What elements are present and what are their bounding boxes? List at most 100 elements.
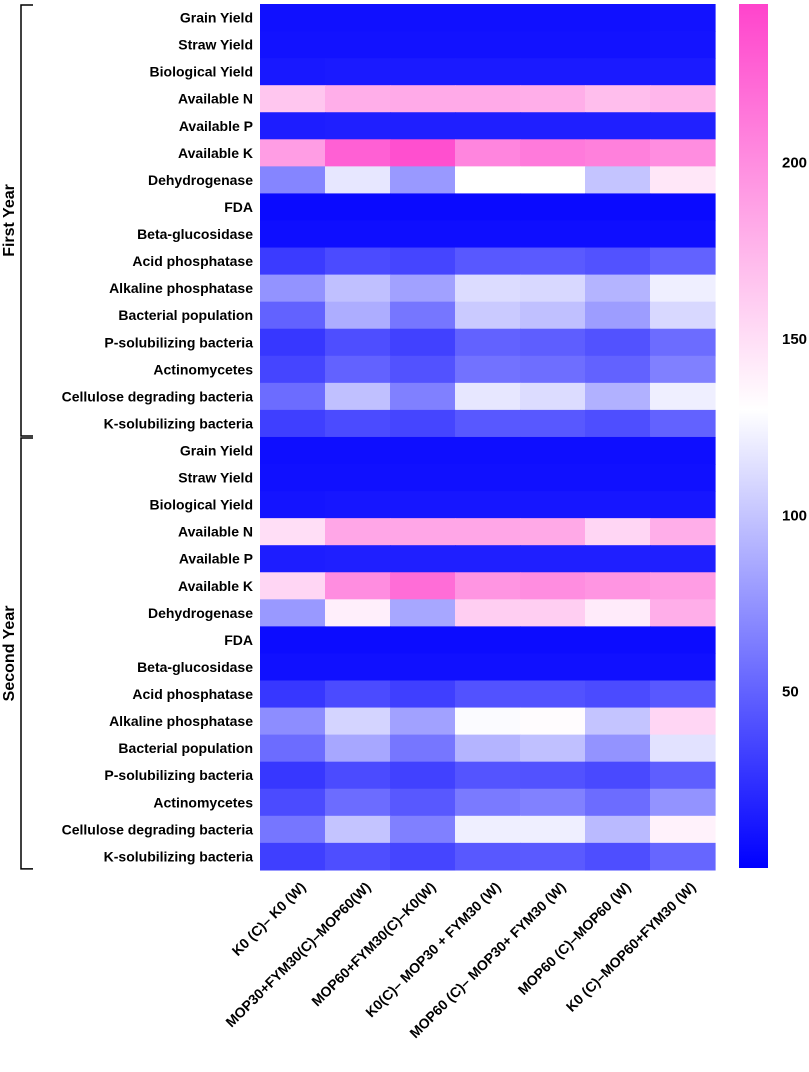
colorbar-tick-label: 200 bbox=[782, 155, 807, 172]
heatmap-cell bbox=[585, 247, 651, 276]
heatmap-cell bbox=[650, 58, 716, 86]
heatmap-cell bbox=[650, 409, 716, 438]
heatmap-cell bbox=[520, 626, 586, 655]
heatmap-cell bbox=[390, 626, 456, 655]
heatmap-cell bbox=[390, 85, 456, 113]
heatmap-cell bbox=[325, 301, 391, 330]
heatmap-cell bbox=[585, 436, 651, 465]
heatmap-cell bbox=[455, 464, 521, 492]
heatmap-cell bbox=[325, 545, 391, 573]
heatmap-cell bbox=[390, 220, 456, 249]
heatmap-cell bbox=[520, 436, 586, 465]
heatmap-cell bbox=[260, 842, 326, 871]
heatmap-cell bbox=[260, 436, 326, 465]
heatmap-cell bbox=[650, 166, 716, 195]
heatmap-cell bbox=[585, 193, 651, 222]
group-label: First Year bbox=[1, 184, 18, 257]
heatmap-cell bbox=[585, 653, 651, 682]
heatmap-cell bbox=[520, 409, 586, 438]
heatmap-cell bbox=[585, 355, 651, 384]
heatmap-cell bbox=[520, 707, 586, 736]
heatmap-cell bbox=[455, 518, 521, 546]
heatmap-cell bbox=[260, 815, 326, 844]
heatmap-cell bbox=[650, 85, 716, 113]
heatmap-cell bbox=[325, 464, 391, 492]
row-label: Beta-glucosidase bbox=[137, 659, 253, 675]
heatmap-cell bbox=[260, 220, 326, 249]
heatmap-cell bbox=[650, 815, 716, 844]
heatmap-cell bbox=[520, 788, 586, 817]
row-label: Cellulose degrading bacteria bbox=[62, 388, 254, 404]
heatmap-cell bbox=[650, 626, 716, 655]
heatmap-cell bbox=[260, 193, 326, 222]
heatmap-cell bbox=[390, 491, 456, 519]
heatmap-cell bbox=[650, 680, 716, 709]
heatmap-cell bbox=[455, 491, 521, 519]
heatmap-cell bbox=[260, 734, 326, 763]
heatmap-cell bbox=[520, 166, 586, 195]
heatmap-cell bbox=[390, 382, 456, 411]
heatmap-cell bbox=[390, 518, 456, 546]
heatmap-cell bbox=[260, 680, 326, 709]
heatmap-cell bbox=[650, 464, 716, 492]
heatmap-cell bbox=[650, 193, 716, 222]
heatmap-cell bbox=[260, 166, 326, 195]
row-label: P-solubilizing bacteria bbox=[104, 334, 253, 350]
heatmap-cell bbox=[390, 139, 456, 167]
heatmap-cell bbox=[390, 734, 456, 763]
heatmap-cell bbox=[520, 680, 586, 709]
heatmap-cell bbox=[520, 761, 586, 790]
heatmap-cell bbox=[455, 788, 521, 817]
row-label: Alkaline phosphatase bbox=[109, 280, 253, 296]
heatmap-cell bbox=[585, 680, 651, 709]
row-label: Actinomycetes bbox=[153, 361, 253, 377]
heatmap-cell bbox=[260, 139, 326, 167]
heatmap-cell bbox=[260, 382, 326, 411]
heatmap-cell bbox=[520, 382, 586, 411]
heatmap-cell bbox=[520, 328, 586, 357]
heatmap-cell bbox=[260, 58, 326, 86]
heatmap-cell bbox=[455, 409, 521, 438]
heatmap-cell bbox=[455, 328, 521, 357]
row-label: Available N bbox=[178, 524, 253, 540]
heatmap-cell bbox=[650, 247, 716, 276]
heatmap-cell bbox=[390, 274, 456, 303]
heatmap-cell bbox=[390, 464, 456, 492]
heatmap-cell bbox=[260, 518, 326, 546]
heatmap-cell bbox=[520, 193, 586, 222]
heatmap-cell bbox=[260, 572, 326, 600]
heatmap-cell bbox=[650, 545, 716, 573]
row-label: Available P bbox=[179, 118, 253, 134]
column-label: MOP60 (C)–MOP60 (W) bbox=[514, 879, 633, 998]
heatmap-cell bbox=[650, 112, 716, 140]
row-label: Available K bbox=[178, 578, 253, 594]
heatmap-cell bbox=[325, 707, 391, 736]
row-label: Grain Yield bbox=[180, 10, 253, 26]
column-label: K0(C)– MOP30 + FYM30 (W) bbox=[362, 879, 503, 1020]
row-label: P-solubilizing bacteria bbox=[104, 767, 253, 783]
heatmap-cell bbox=[325, 734, 391, 763]
heatmap-cell bbox=[260, 491, 326, 519]
heatmap-cell bbox=[585, 382, 651, 411]
heatmap-cell bbox=[455, 734, 521, 763]
group-bracket bbox=[20, 437, 33, 870]
heatmap-cell bbox=[260, 788, 326, 817]
heatmap-cell bbox=[260, 409, 326, 438]
heatmap-cell bbox=[650, 301, 716, 330]
heatmap-cell bbox=[325, 112, 391, 140]
heatmap-cell bbox=[455, 680, 521, 709]
heatmap-cell bbox=[585, 707, 651, 736]
heatmap-cell bbox=[650, 572, 716, 600]
group-brackets: First Year Second Year bbox=[1, 4, 33, 870]
heatmap-cell bbox=[455, 166, 521, 195]
row-label: Alkaline phosphatase bbox=[109, 713, 253, 729]
column-labels: K0 (C)– K0 (W)MOP30+FYM30(C)–MOP60(W)MOP… bbox=[222, 879, 698, 1041]
heatmap-cell bbox=[650, 4, 716, 32]
heatmap-cell bbox=[390, 355, 456, 384]
heatmap-cell bbox=[585, 734, 651, 763]
heatmap-cell bbox=[520, 301, 586, 330]
heatmap-cell bbox=[325, 842, 391, 871]
heatmap-cell bbox=[390, 436, 456, 465]
heatmap-cell bbox=[455, 436, 521, 465]
